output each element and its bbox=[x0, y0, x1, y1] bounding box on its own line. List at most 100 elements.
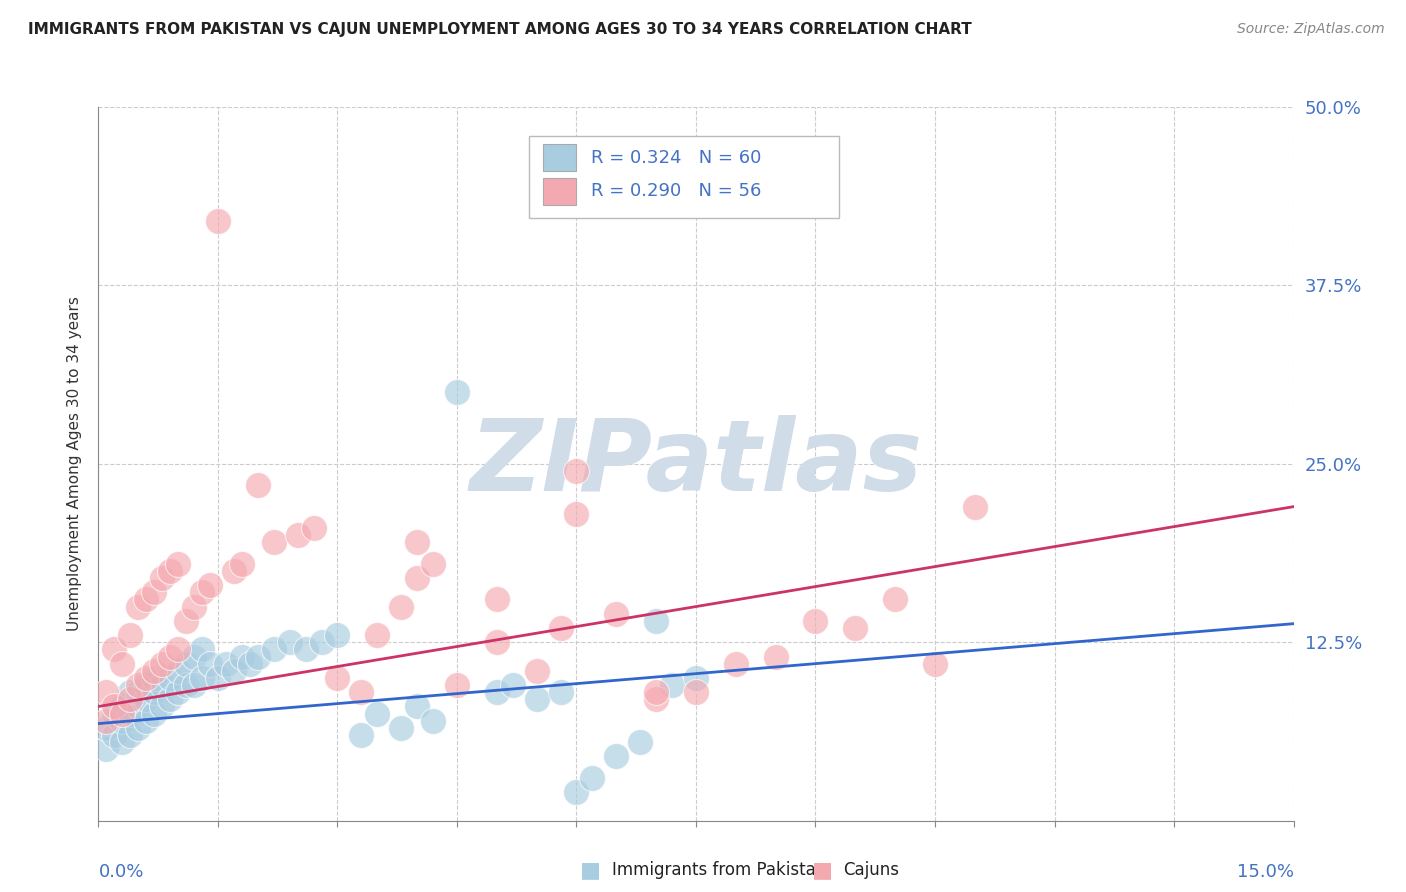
Point bbox=[143, 671, 166, 685]
Point bbox=[135, 692, 157, 706]
Point bbox=[246, 649, 269, 664]
Point bbox=[150, 678, 173, 692]
Text: ZIPatlas: ZIPatlas bbox=[470, 416, 922, 512]
Point bbox=[96, 742, 118, 756]
Point bbox=[302, 521, 325, 535]
Point bbox=[550, 685, 572, 699]
Point bbox=[174, 678, 197, 692]
Point bbox=[389, 721, 412, 735]
Point bbox=[159, 649, 181, 664]
Point bbox=[581, 771, 603, 785]
Text: Cajuns: Cajuns bbox=[844, 861, 900, 879]
Point bbox=[143, 685, 166, 699]
Point bbox=[605, 607, 627, 621]
Point bbox=[765, 649, 787, 664]
Text: ■: ■ bbox=[813, 860, 832, 880]
Point bbox=[422, 714, 444, 728]
Point bbox=[191, 642, 214, 657]
Point bbox=[191, 585, 214, 599]
Point bbox=[174, 614, 197, 628]
Point bbox=[565, 785, 588, 799]
Text: 0.0%: 0.0% bbox=[98, 863, 143, 881]
Text: R = 0.290   N = 56: R = 0.290 N = 56 bbox=[591, 182, 761, 200]
Point bbox=[135, 671, 157, 685]
Point bbox=[263, 642, 285, 657]
Text: R = 0.324   N = 60: R = 0.324 N = 60 bbox=[591, 149, 761, 167]
Point bbox=[159, 692, 181, 706]
Point bbox=[605, 749, 627, 764]
Point bbox=[326, 671, 349, 685]
Point bbox=[183, 599, 205, 614]
Y-axis label: Unemployment Among Ages 30 to 34 years: Unemployment Among Ages 30 to 34 years bbox=[67, 296, 83, 632]
Point bbox=[406, 571, 429, 585]
Point bbox=[366, 628, 388, 642]
Text: 15.0%: 15.0% bbox=[1236, 863, 1294, 881]
Point bbox=[127, 678, 149, 692]
Point bbox=[222, 664, 245, 678]
Point bbox=[844, 621, 866, 635]
Text: Immigrants from Pakistan: Immigrants from Pakistan bbox=[612, 861, 825, 879]
Point bbox=[135, 714, 157, 728]
Point bbox=[143, 585, 166, 599]
Point bbox=[159, 564, 181, 578]
Point bbox=[406, 699, 429, 714]
Point bbox=[350, 685, 373, 699]
Point bbox=[645, 614, 668, 628]
Point bbox=[127, 685, 149, 699]
Point bbox=[127, 721, 149, 735]
Point bbox=[191, 671, 214, 685]
Point bbox=[884, 592, 907, 607]
Point bbox=[661, 678, 683, 692]
Point bbox=[389, 599, 412, 614]
Point bbox=[111, 657, 134, 671]
Point bbox=[231, 557, 253, 571]
Text: Source: ZipAtlas.com: Source: ZipAtlas.com bbox=[1237, 22, 1385, 37]
Point bbox=[406, 535, 429, 549]
Point bbox=[103, 642, 125, 657]
Point bbox=[111, 699, 134, 714]
Point bbox=[502, 678, 524, 692]
Point bbox=[143, 706, 166, 721]
Point bbox=[143, 664, 166, 678]
Point bbox=[350, 728, 373, 742]
Point bbox=[135, 678, 157, 692]
Point bbox=[294, 642, 316, 657]
Point bbox=[804, 614, 827, 628]
Point bbox=[120, 706, 142, 721]
Point bbox=[526, 664, 548, 678]
Bar bbox=[543, 145, 576, 171]
Point bbox=[159, 671, 181, 685]
Point bbox=[645, 685, 668, 699]
Point bbox=[183, 678, 205, 692]
Point bbox=[127, 599, 149, 614]
Point bbox=[150, 657, 173, 671]
Point bbox=[174, 657, 197, 671]
Point bbox=[127, 699, 149, 714]
Text: IMMIGRANTS FROM PAKISTAN VS CAJUN UNEMPLOYMENT AMONG AGES 30 TO 34 YEARS CORRELA: IMMIGRANTS FROM PAKISTAN VS CAJUN UNEMPL… bbox=[28, 22, 972, 37]
Point bbox=[246, 478, 269, 492]
Point bbox=[120, 692, 142, 706]
Point bbox=[183, 649, 205, 664]
Point bbox=[111, 714, 134, 728]
Point bbox=[263, 535, 285, 549]
Point bbox=[924, 657, 946, 671]
Point bbox=[103, 728, 125, 742]
Text: ■: ■ bbox=[581, 860, 600, 880]
Point bbox=[207, 671, 229, 685]
Point bbox=[311, 635, 333, 649]
Point bbox=[685, 671, 707, 685]
Point bbox=[96, 685, 118, 699]
Point bbox=[167, 664, 190, 678]
Point bbox=[96, 714, 118, 728]
Point bbox=[167, 685, 190, 699]
Point bbox=[366, 706, 388, 721]
Point bbox=[565, 507, 588, 521]
Point bbox=[167, 642, 190, 657]
Point bbox=[103, 706, 125, 721]
Point bbox=[628, 735, 651, 749]
Point bbox=[231, 649, 253, 664]
Point bbox=[485, 635, 508, 649]
Point bbox=[685, 685, 707, 699]
FancyBboxPatch shape bbox=[529, 136, 839, 218]
Point bbox=[111, 706, 134, 721]
